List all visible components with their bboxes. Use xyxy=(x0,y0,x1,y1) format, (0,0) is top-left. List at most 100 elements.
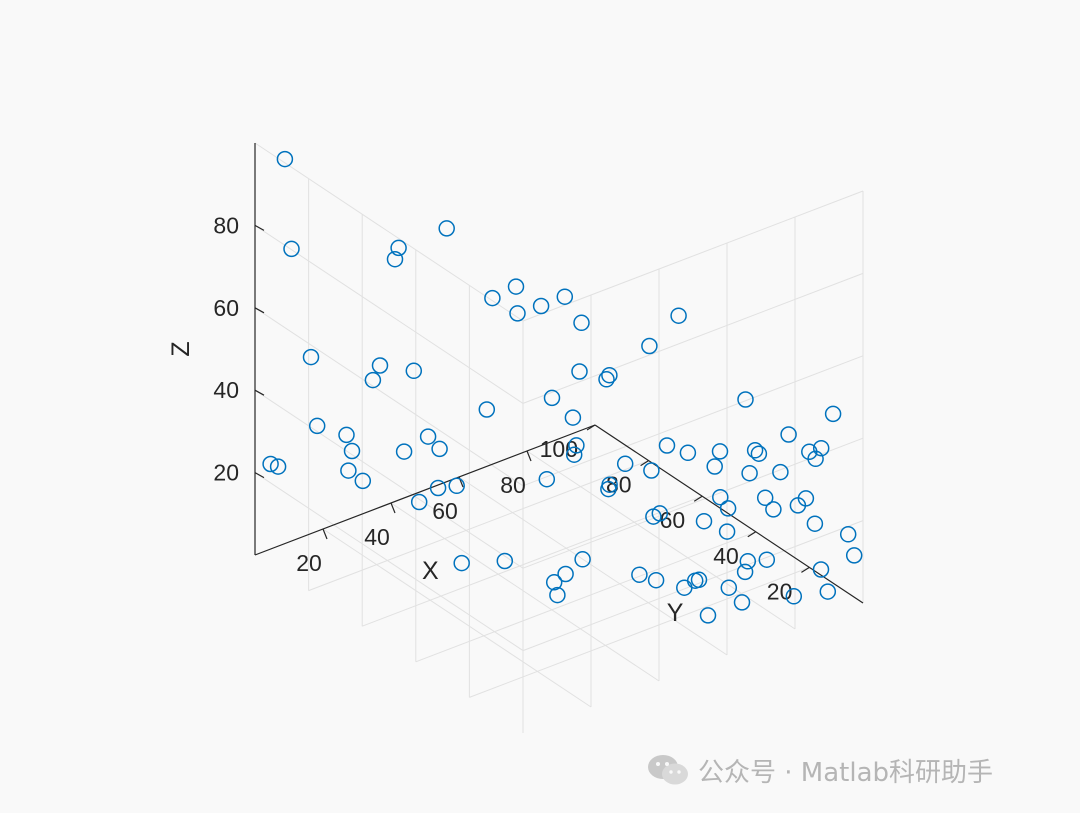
scatter-point xyxy=(839,526,857,543)
y-tick-label: 80 xyxy=(606,472,632,498)
x-tick-label: 20 xyxy=(296,550,322,576)
grid-line xyxy=(522,437,864,569)
grid-line xyxy=(390,502,660,682)
scatter-point xyxy=(573,314,590,332)
box-edge xyxy=(522,190,864,322)
scatter-point xyxy=(772,463,789,481)
grid-line xyxy=(522,355,864,487)
box-edge xyxy=(254,142,524,322)
scatter-point xyxy=(812,439,830,457)
grid-line xyxy=(469,566,810,698)
grid-line xyxy=(362,495,703,627)
y-axis-label: Y xyxy=(667,599,684,627)
x-tick-mark xyxy=(322,528,328,540)
wechat-icon xyxy=(648,755,688,785)
scatter-point xyxy=(699,607,717,624)
scatter-point xyxy=(276,150,294,168)
scatter-point xyxy=(670,307,687,324)
scatter-point xyxy=(496,552,514,570)
scatter-point xyxy=(712,488,729,506)
z-tick-label: 80 xyxy=(213,212,239,238)
scatter-point xyxy=(340,462,357,479)
scatter-point xyxy=(556,288,574,305)
axis-layer xyxy=(254,143,864,604)
z-tick-label: 60 xyxy=(213,295,239,321)
scatter-point xyxy=(616,455,634,473)
x-tick-label: 40 xyxy=(364,524,390,550)
scatter-point xyxy=(543,389,561,407)
scatter-point xyxy=(679,444,697,462)
scatter-point xyxy=(269,458,287,475)
scatter-point xyxy=(812,561,830,578)
grid-line xyxy=(254,307,524,487)
scatter-point xyxy=(545,574,563,591)
z-tick-mark xyxy=(254,472,265,479)
z-tick-mark xyxy=(254,307,265,314)
scatter-point xyxy=(343,442,361,460)
scatter-point xyxy=(658,437,676,454)
scatter-point xyxy=(431,440,448,458)
z-axis-label: Z xyxy=(167,341,195,356)
scatter-point xyxy=(601,366,618,384)
y-tick-mark xyxy=(640,460,649,467)
scatter-point xyxy=(645,508,662,525)
scatter-point xyxy=(571,363,588,380)
scatter-point xyxy=(647,571,665,589)
scatter-point xyxy=(641,337,658,355)
y-axis-line xyxy=(594,424,864,604)
scatter-point xyxy=(676,579,693,596)
scatter-point xyxy=(739,553,757,570)
y-tick-mark xyxy=(801,566,810,573)
scatter-point xyxy=(758,551,776,568)
scatter-point xyxy=(806,515,824,532)
scatter-point xyxy=(538,470,556,488)
scatter-point xyxy=(419,428,437,445)
scatter-point xyxy=(824,405,842,423)
scatter-point xyxy=(395,443,413,460)
scatter-point xyxy=(507,278,525,295)
x-axis-label: X xyxy=(422,557,439,585)
grid-line xyxy=(254,224,524,404)
scatter-point xyxy=(448,477,465,495)
x-tick-mark xyxy=(526,450,532,462)
scatter-point xyxy=(568,437,585,454)
scatter-point xyxy=(718,523,736,540)
scatter-point xyxy=(364,371,382,389)
scatter-point xyxy=(438,220,455,237)
scatter-point xyxy=(429,479,447,497)
scatter-point xyxy=(741,464,758,482)
scatter-point xyxy=(706,458,723,475)
scatter-point xyxy=(819,583,837,600)
scatter-point xyxy=(785,588,803,605)
scatter-point xyxy=(797,490,815,507)
x-tick-mark xyxy=(390,502,396,514)
scatter-point xyxy=(338,426,355,444)
scatter-point xyxy=(484,289,501,307)
scatter-point xyxy=(807,450,824,468)
scatter-point xyxy=(600,480,617,498)
scatter-point xyxy=(557,565,574,583)
z-tick-mark xyxy=(254,224,265,231)
scatter-point xyxy=(509,305,526,322)
x-axis-line xyxy=(254,424,596,556)
scatter-point xyxy=(405,362,423,380)
scatter-point xyxy=(695,512,713,530)
scatter-point xyxy=(564,409,582,426)
scatter-point xyxy=(719,500,737,517)
scatter-point xyxy=(262,455,279,473)
scatter-point xyxy=(756,489,774,507)
scatter-point xyxy=(598,371,615,388)
scatter-point xyxy=(410,493,428,511)
grid-line xyxy=(322,528,592,708)
scatter-point xyxy=(453,554,470,572)
scatter-point xyxy=(686,572,704,589)
grid-line xyxy=(415,531,756,663)
scatter-point xyxy=(549,586,566,604)
z-tick-label: 20 xyxy=(213,460,239,486)
y-tick-label: 40 xyxy=(713,543,739,569)
y-tick-mark xyxy=(693,495,703,502)
z-tick-label: 40 xyxy=(213,377,239,403)
scatter-point xyxy=(354,472,372,490)
scatter-point xyxy=(711,443,729,460)
